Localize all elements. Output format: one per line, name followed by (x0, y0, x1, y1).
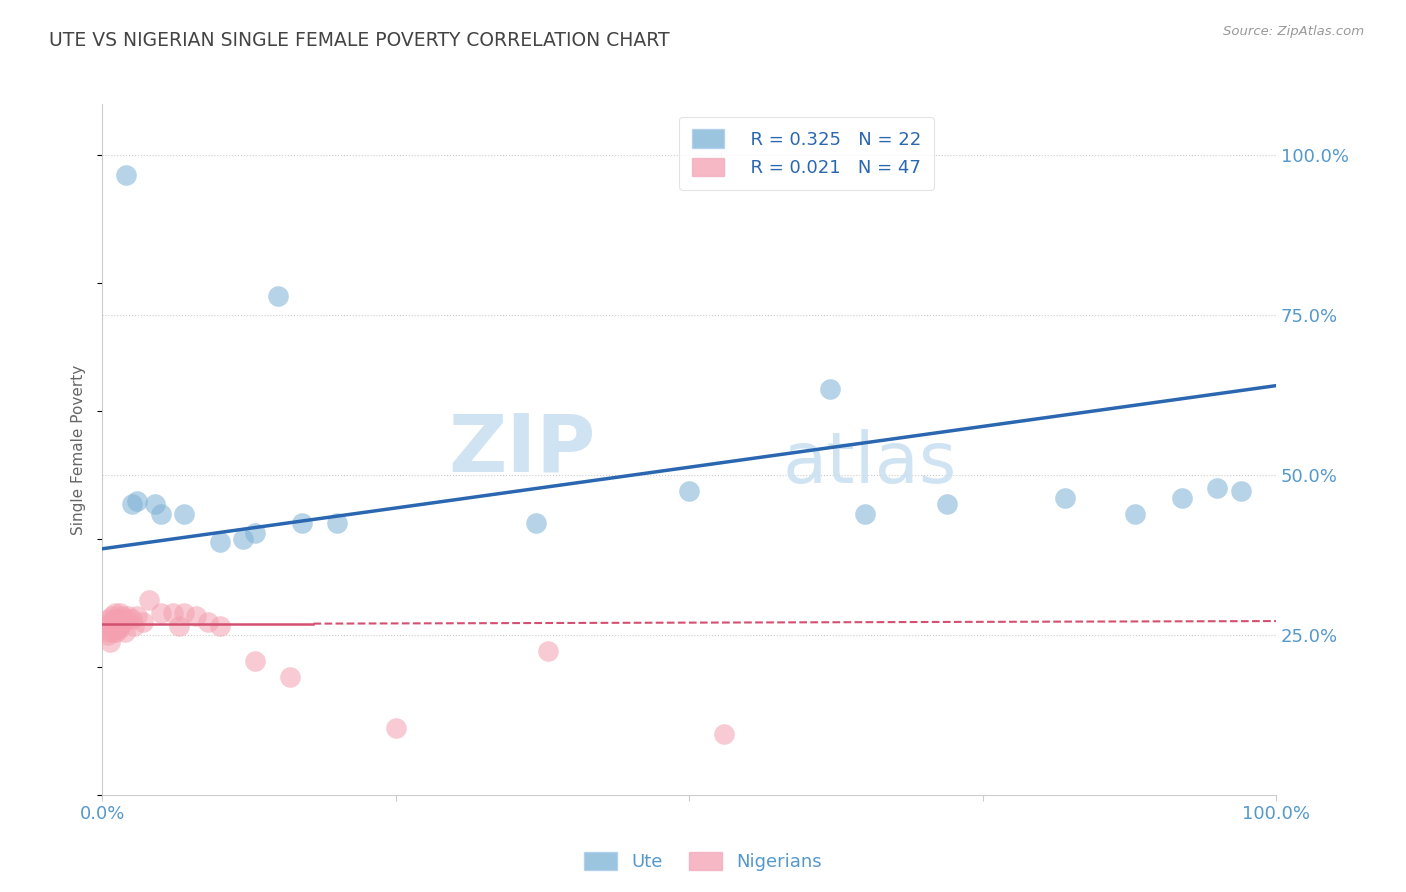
Point (104, 606, 127, 620)
Point (678, 484, 700, 499)
Text: ZIP: ZIP (449, 410, 595, 489)
Point (117, 609, 139, 624)
Point (110, 615, 132, 630)
Point (143, 497, 166, 511)
Point (1053, 491, 1076, 505)
Point (107, 622, 129, 636)
Point (107, 615, 129, 630)
Point (173, 606, 195, 620)
Point (149, 606, 172, 620)
Point (184, 609, 207, 624)
Point (97, 612, 120, 626)
Point (100, 615, 122, 630)
Point (278, 670, 301, 684)
Point (100, 634, 122, 648)
Point (122, 618, 145, 632)
Point (537, 644, 560, 658)
Point (167, 618, 190, 632)
Point (111, 609, 134, 624)
Point (100, 618, 122, 632)
Point (138, 593, 160, 607)
Point (101, 624, 124, 639)
Point (127, 493, 149, 508)
Point (108, 618, 131, 632)
Point (107, 612, 129, 626)
Point (127, 609, 149, 624)
Point (132, 615, 155, 630)
Text: UTE VS NIGERIAN SINGLE FEMALE POVERTY CORRELATION CHART: UTE VS NIGERIAN SINGLE FEMALE POVERTY CO… (49, 31, 669, 50)
Point (103, 622, 125, 636)
Point (162, 606, 184, 620)
Point (208, 535, 231, 549)
Point (526, 516, 548, 531)
Point (713, 727, 735, 741)
Text: Source: ZipAtlas.com: Source: ZipAtlas.com (1223, 25, 1364, 38)
Point (384, 721, 406, 735)
Point (1123, 507, 1146, 521)
Point (1171, 491, 1194, 505)
Point (104, 612, 127, 626)
Point (853, 507, 876, 521)
Point (243, 525, 266, 540)
Point (1229, 484, 1251, 499)
Point (107, 618, 129, 632)
Point (1206, 481, 1229, 495)
Point (243, 654, 266, 668)
Point (114, 612, 136, 626)
Point (121, 612, 143, 626)
Point (173, 507, 195, 521)
Point (149, 507, 172, 521)
Point (98, 624, 121, 639)
Y-axis label: Single Female Poverty: Single Female Poverty (72, 365, 86, 535)
Point (197, 615, 219, 630)
Point (326, 516, 349, 531)
Point (110, 612, 132, 626)
Point (112, 615, 135, 630)
Point (232, 532, 254, 546)
Point (94, 618, 117, 632)
Point (208, 618, 231, 632)
Point (96, 622, 118, 636)
Point (121, 497, 143, 511)
Point (103, 615, 125, 630)
Point (114, 624, 136, 639)
Point (105, 624, 128, 639)
Point (936, 497, 959, 511)
Point (97, 628, 120, 642)
Point (114, 168, 136, 182)
Point (105, 622, 128, 636)
Legend: Ute, Nigerians: Ute, Nigerians (576, 845, 830, 879)
Point (108, 606, 131, 620)
Point (101, 618, 124, 632)
Legend:   R = 0.325   N = 22,   R = 0.021   N = 47: R = 0.325 N = 22, R = 0.021 N = 47 (679, 117, 934, 190)
Text: atlas: atlas (783, 429, 957, 498)
Point (818, 382, 841, 396)
Point (291, 516, 314, 531)
Point (267, 289, 290, 303)
Point (100, 609, 122, 624)
